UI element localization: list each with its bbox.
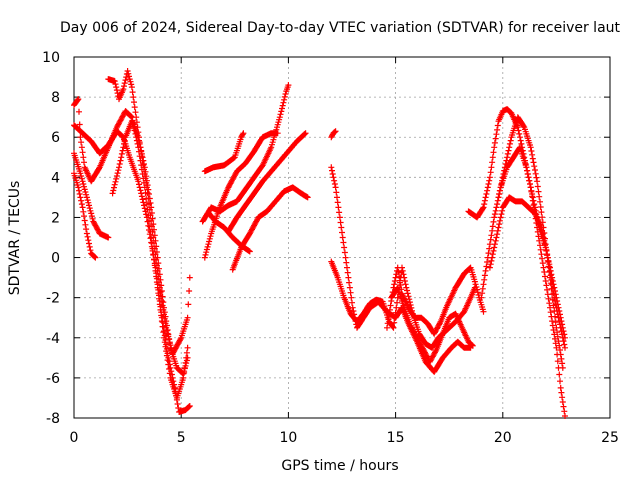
- series-track-4: [71, 170, 99, 261]
- y-tick-label: 8: [51, 90, 60, 106]
- series-markers: [71, 122, 193, 415]
- series-markers: [229, 184, 311, 273]
- y-axis-label: SDTVAR / TECUs: [7, 181, 23, 296]
- chart-title: Day 006 of 2024, Sidereal Day-to-day VTE…: [60, 20, 621, 36]
- series-markers: [495, 114, 566, 371]
- series-track-9: [199, 82, 292, 225]
- plot-frame: [73, 56, 611, 419]
- series-track-2: [71, 122, 193, 415]
- series-markers: [225, 130, 309, 235]
- series-track-21: [495, 114, 566, 371]
- y-tick-label: 0: [51, 251, 60, 267]
- x-tick-label: 0: [70, 430, 79, 446]
- x-tick-label: 20: [494, 430, 512, 446]
- series-markers: [199, 82, 292, 225]
- series-markers: [201, 130, 247, 175]
- y-tick-label: -4: [46, 331, 60, 347]
- series-markers: [328, 128, 339, 141]
- y-tick-label: 6: [51, 130, 60, 146]
- series-markers: [201, 130, 281, 261]
- series-track-11: [229, 184, 311, 273]
- x-axis-label: GPS time / hours: [281, 458, 398, 474]
- x-tick-label: 25: [601, 430, 619, 446]
- y-tick-label: 4: [51, 170, 60, 186]
- series-track-8: [201, 130, 281, 261]
- y-tick-label: 2: [51, 210, 60, 226]
- axis-ticks: 0 5 10 15 20 25 -8 -6 -4 -2 0 2 4 6 8 10: [42, 50, 619, 446]
- series-markers: [109, 118, 191, 377]
- series-markers: [71, 170, 99, 261]
- y-tick-label: -6: [46, 371, 60, 387]
- y-tick-label: 10: [42, 50, 60, 66]
- series-track-12: [225, 130, 309, 235]
- series-markers: [71, 150, 112, 241]
- y-tick-label: -2: [46, 291, 60, 307]
- series-track-16: [384, 264, 487, 337]
- series-track-13: [328, 128, 339, 141]
- series-track-17: [388, 284, 476, 365]
- x-tick-label: 15: [387, 430, 405, 446]
- series-track-6: [109, 118, 191, 377]
- x-tick-label: 5: [177, 430, 186, 446]
- series-track-7: [201, 130, 247, 175]
- series-markers: [388, 284, 476, 365]
- series-track-3: [71, 150, 112, 241]
- data-layer: [71, 68, 568, 419]
- x-tick-label: 10: [279, 430, 297, 446]
- series-markers: [384, 264, 487, 337]
- y-tick-label: -8: [46, 411, 60, 427]
